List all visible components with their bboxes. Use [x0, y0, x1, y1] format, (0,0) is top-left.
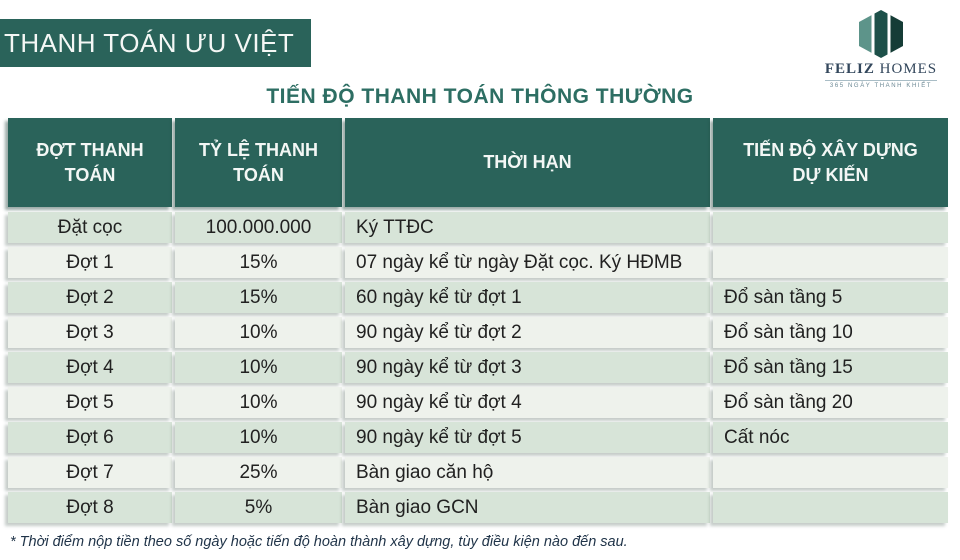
table-cell: 15%: [175, 247, 342, 278]
table-cell: 07 ngày kể từ ngày Đặt cọc. Ký HĐMB: [345, 247, 710, 278]
table-cell: Đợt 1: [8, 247, 172, 278]
table-cell: 90 ngày kể từ đợt 5: [345, 422, 710, 453]
table-cell: Đợt 7: [8, 457, 172, 488]
table-row: Đợt 3 10% 90 ngày kể từ đợt 2 Đổ sàn tầng 1…: [8, 317, 948, 348]
table-cell: [713, 457, 948, 488]
table-cell: Đợt 6: [8, 422, 172, 453]
table-cell: Cất nóc: [713, 422, 948, 453]
table-cell: Ký TTĐC: [345, 212, 710, 243]
table-cell: 10%: [175, 422, 342, 453]
header-cell-dot-thanh-toan: ĐỢT THANH TOÁN: [8, 118, 172, 207]
table-cell: [713, 212, 948, 243]
table-row: Đợt 6 10% 90 ngày kể từ đợt 5 Cất nóc: [8, 422, 948, 453]
table-row: Đợt 7 25% Bàn giao căn hộ: [8, 457, 948, 488]
page-title: TIẾN ĐỘ THANH TOÁN THÔNG THƯỜNG: [266, 85, 694, 108]
payment-table: ĐỢT THANH TOÁN TỶ LỆ THANH TOÁN THỜI HẠN…: [8, 118, 948, 527]
table-row: Đợt 4 10% 90 ngày kể từ đợt 3 Đổ sàn tầng 1…: [8, 352, 948, 383]
table-row: Đặt cọc 100.000.000 Ký TTĐC: [8, 212, 948, 243]
banner-title: THANH TOÁN ƯU VIỆT: [4, 27, 295, 58]
table-cell: [713, 492, 948, 523]
table-row: Đợt 1 15% 07 ngày kể từ ngày Đặt cọc. Ký H…: [8, 247, 948, 278]
table-cell: Bàn giao GCN: [345, 492, 710, 523]
table-cell: Bàn giao căn hộ: [345, 457, 710, 488]
table-cell: 90 ngày kể từ đợt 4: [345, 387, 710, 418]
table-cell: Đợt 5: [8, 387, 172, 418]
table-cell: 90 ngày kể từ đợt 3: [345, 352, 710, 383]
table-cell: Đợt 3: [8, 317, 172, 348]
table-row: Đợt 2 15% 60 ngày kể từ đợt 1 Đổ sàn tầng 5: [8, 282, 948, 313]
table-body: Đặt cọc 100.000.000 Ký TTĐC Đợt 1 15% 07 ngày…: [8, 212, 948, 523]
table-cell: 100.000.000: [175, 212, 342, 243]
table-cell: [713, 247, 948, 278]
table-cell: Đổ sàn tầng 10: [713, 317, 948, 348]
table-cell: Đổ sàn tầng 15: [713, 352, 948, 383]
logo-name-homes: HOMES: [874, 61, 938, 77]
table-cell: 10%: [175, 352, 342, 383]
header-cell-ty-le-thanh-toan: TỶ LỆ THANH TOÁN: [175, 118, 342, 207]
logo-name: FELIZ HOMES: [825, 61, 937, 78]
logo-divider: [825, 80, 937, 81]
feliz-homes-logo: FELIZ HOMES 365 NGÀY THANH KHIẾT: [806, 10, 956, 89]
table-cell: 60 ngày kể từ đợt 1: [345, 282, 710, 313]
table-row: Đợt 8 5% Bàn giao GCN: [8, 492, 948, 523]
table-cell: Đợt 2: [8, 282, 172, 313]
table-cell: Đợt 4: [8, 352, 172, 383]
table-cell: 15%: [175, 282, 342, 313]
table-cell: 90 ngày kể từ đợt 2: [345, 317, 710, 348]
table-row: Đợt 5 10% 90 ngày kể từ đợt 4 Đổ sàn tầng 2…: [8, 387, 948, 418]
footnote: * Thời điểm nộp tiền theo số ngày hoặc t…: [10, 534, 628, 550]
table-cell: Đặt cọc: [8, 212, 172, 243]
header-cell-tien-do-xay-dung: TIẾN ĐỘ XÂY DỰNG DỰ KIẾN: [713, 118, 948, 207]
table-cell: 25%: [175, 457, 342, 488]
table-header-row: ĐỢT THANH TOÁN TỶ LỆ THANH TOÁN THỜI HẠN…: [8, 118, 948, 207]
table-cell: 10%: [175, 317, 342, 348]
table-cell: Đổ sàn tầng 20: [713, 387, 948, 418]
feliz-homes-logo-icon: [859, 10, 903, 58]
table-cell: Đợt 8: [8, 492, 172, 523]
table-cell: Đổ sàn tầng 5: [713, 282, 948, 313]
table-cell: 10%: [175, 387, 342, 418]
header-cell-thoi-han: THỜI HẠN: [345, 118, 710, 207]
logo-name-feliz: FELIZ: [824, 61, 875, 77]
logo-tagline: 365 NGÀY THANH KHIẾT: [829, 83, 933, 89]
table-cell: 5%: [175, 492, 342, 523]
banner: THANH TOÁN ƯU VIỆT: [0, 19, 311, 67]
